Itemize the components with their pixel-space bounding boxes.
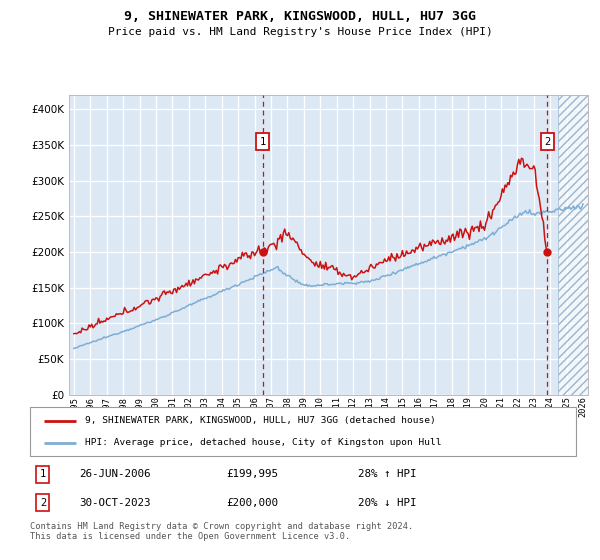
Text: 30-OCT-2023: 30-OCT-2023 [79, 498, 151, 508]
Text: 20% ↓ HPI: 20% ↓ HPI [358, 498, 416, 508]
Text: Contains HM Land Registry data © Crown copyright and database right 2024.
This d: Contains HM Land Registry data © Crown c… [30, 522, 413, 542]
Text: 2: 2 [40, 498, 46, 508]
Text: HPI: Average price, detached house, City of Kingston upon Hull: HPI: Average price, detached house, City… [85, 438, 441, 447]
Text: 1: 1 [259, 137, 266, 147]
Text: 9, SHINEWATER PARK, KINGSWOOD, HULL, HU7 3GG (detached house): 9, SHINEWATER PARK, KINGSWOOD, HULL, HU7… [85, 417, 436, 426]
Text: £200,000: £200,000 [227, 498, 278, 508]
Text: 26-JUN-2006: 26-JUN-2006 [79, 469, 151, 479]
Text: 28% ↑ HPI: 28% ↑ HPI [358, 469, 416, 479]
FancyBboxPatch shape [30, 407, 576, 456]
Text: 2: 2 [544, 137, 551, 147]
Text: 9, SHINEWATER PARK, KINGSWOOD, HULL, HU7 3GG: 9, SHINEWATER PARK, KINGSWOOD, HULL, HU7… [124, 10, 476, 23]
Text: 1: 1 [40, 469, 46, 479]
Text: Price paid vs. HM Land Registry's House Price Index (HPI): Price paid vs. HM Land Registry's House … [107, 27, 493, 37]
Text: £199,995: £199,995 [227, 469, 278, 479]
